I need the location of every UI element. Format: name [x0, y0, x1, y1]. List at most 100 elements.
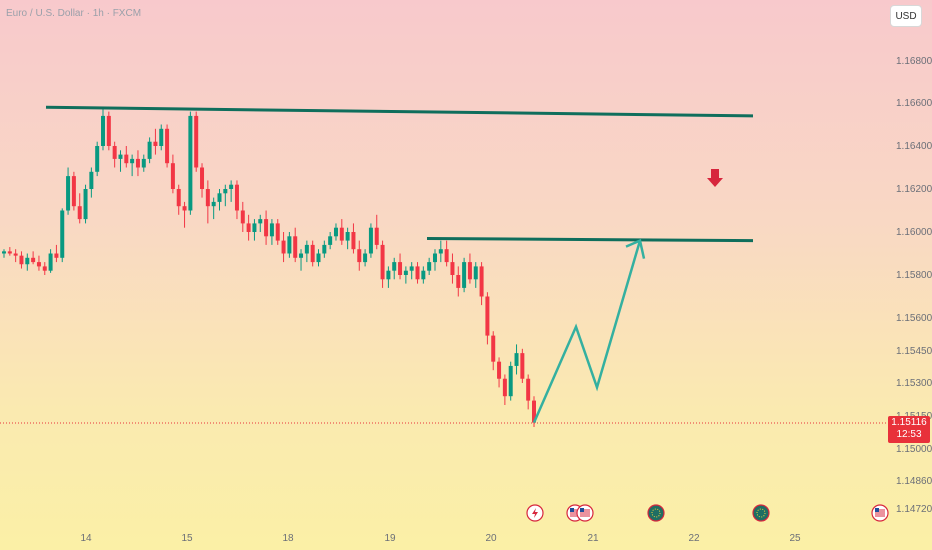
y-tick-label: 1.15600 — [896, 313, 932, 324]
candle-body — [141, 158, 146, 168]
x-tick-label: 20 — [485, 533, 497, 544]
candle-body — [444, 249, 449, 263]
candle-body — [71, 176, 76, 207]
candle-body — [7, 251, 12, 254]
candle-body — [497, 361, 502, 379]
candle-body — [48, 253, 53, 271]
currency-button[interactable]: USD — [890, 5, 922, 27]
candle-body — [77, 206, 82, 220]
chart-title: Euro / U.S. Dollar · 1h · FXCM — [6, 8, 141, 19]
y-tick-label: 1.14720 — [896, 504, 932, 515]
x-tick-label: 19 — [384, 533, 396, 544]
projection-path — [532, 240, 642, 424]
candle-body — [246, 223, 251, 232]
candle-body — [31, 257, 36, 263]
candle-body — [264, 219, 269, 237]
candle-body — [275, 223, 280, 241]
last-price-tag: 1.15116 12:53 — [888, 416, 930, 443]
candle-body — [450, 262, 455, 275]
candle-body — [13, 253, 18, 256]
candle-body — [42, 266, 47, 271]
candle-body — [25, 257, 30, 265]
x-tick-label: 21 — [587, 533, 599, 544]
candle-body — [112, 146, 117, 159]
candle-body — [392, 262, 397, 271]
candle-body — [514, 353, 519, 366]
x-tick-label: 22 — [688, 533, 700, 544]
candle-body — [403, 270, 408, 275]
candle-body — [19, 255, 24, 265]
candle-body — [374, 227, 379, 245]
candle-body — [66, 176, 71, 211]
candle-body — [421, 270, 426, 280]
candle-body — [89, 171, 94, 189]
candle-body — [479, 266, 484, 297]
candle-body — [508, 365, 513, 397]
candle-body — [211, 201, 216, 207]
candle-body — [409, 266, 414, 271]
candle-body — [188, 115, 193, 211]
candle-body — [363, 253, 368, 263]
x-tick-label: 14 — [80, 533, 92, 544]
candle-body — [398, 262, 403, 275]
candle-body — [269, 223, 274, 237]
candle-body — [130, 158, 135, 164]
candle-body — [217, 193, 222, 202]
x-tick-label: 25 — [789, 533, 801, 544]
y-tick-label: 1.16000 — [896, 227, 932, 238]
candle-body — [60, 210, 65, 258]
candle-body — [176, 189, 181, 207]
candle-body — [438, 249, 443, 254]
candle-body — [147, 141, 152, 159]
candle-body — [281, 240, 286, 254]
x-tick-label: 15 — [181, 533, 193, 544]
candle-body — [415, 266, 420, 280]
candle-body — [304, 244, 309, 254]
candle-body — [95, 146, 100, 172]
candle-body — [432, 253, 437, 263]
candle-body — [240, 210, 245, 224]
candle-body — [83, 189, 88, 220]
candle-body — [328, 236, 333, 245]
candle-body — [223, 189, 228, 194]
candle-body — [502, 378, 507, 397]
candle-body — [229, 184, 234, 189]
candle-body — [299, 253, 304, 258]
resistance-line-lower — [426, 236, 754, 243]
eu-stars — [756, 508, 766, 518]
candle-body — [36, 262, 41, 267]
y-tick-label: 1.15300 — [896, 378, 932, 389]
down-arrow-icon — [707, 169, 723, 187]
candle-body — [287, 236, 292, 254]
candle-body — [462, 262, 467, 288]
eu-stars — [651, 508, 661, 518]
resistance-line-upper — [45, 105, 754, 118]
y-tick-label: 1.16200 — [896, 184, 932, 195]
candle-body — [427, 262, 432, 271]
y-tick-label: 1.15450 — [896, 346, 932, 357]
candle-body — [467, 262, 472, 280]
candle-body — [351, 232, 356, 250]
candle-body — [293, 236, 298, 258]
candle-body — [135, 158, 140, 168]
candle-body — [200, 167, 205, 189]
y-tick-label: 1.14860 — [896, 476, 932, 487]
y-tick-label: 1.15000 — [896, 444, 932, 455]
candle-body — [520, 353, 525, 379]
candle-body — [532, 400, 536, 423]
y-tick-label: 1.16400 — [896, 141, 932, 152]
candle-body — [106, 115, 111, 146]
candle-body — [339, 227, 344, 241]
candle-body — [316, 253, 321, 263]
flag-canton — [580, 508, 584, 512]
candle-body — [170, 163, 175, 189]
candle-body — [322, 244, 327, 254]
candle-body — [357, 249, 362, 263]
candle-body — [491, 335, 496, 362]
y-tick-label: 1.16800 — [896, 56, 932, 67]
candle-body — [2, 251, 6, 254]
projection-arrowhead — [625, 238, 646, 259]
candle-body — [182, 206, 187, 211]
